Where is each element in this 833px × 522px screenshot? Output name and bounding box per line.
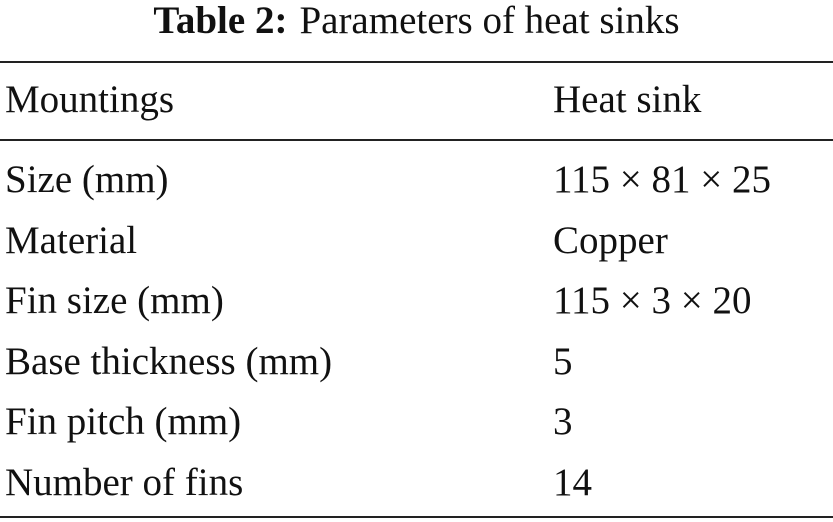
row-value: 115 × 81 × 25 [553,158,772,201]
row-label: Material [5,218,138,262]
row-label: Fin size (mm) [5,279,224,322]
row-value: Copper [553,218,668,262]
row-value: 115 × 3 × 20 [553,279,752,322]
header-cell: Heat sink [553,78,702,121]
bottom-rule [0,516,833,518]
row-value: 14 [553,460,592,504]
row-label: Size (mm) [5,158,169,201]
caption-text: Parameters of heat sinks [299,0,680,42]
top-rule [0,61,833,63]
row-label: Base thickness (mm) [5,339,333,383]
row-label: Number of fins [5,460,244,504]
row-label: Fin pitch (mm) [5,400,242,443]
caption-label: Table 2: [153,0,288,42]
row-value: 5 [553,339,573,383]
row-value: 3 [553,400,573,443]
header-cell: Mountings [5,78,175,121]
header-rule [0,139,833,141]
table-caption: Table 2: Parameters of heat sinks [0,0,833,42]
